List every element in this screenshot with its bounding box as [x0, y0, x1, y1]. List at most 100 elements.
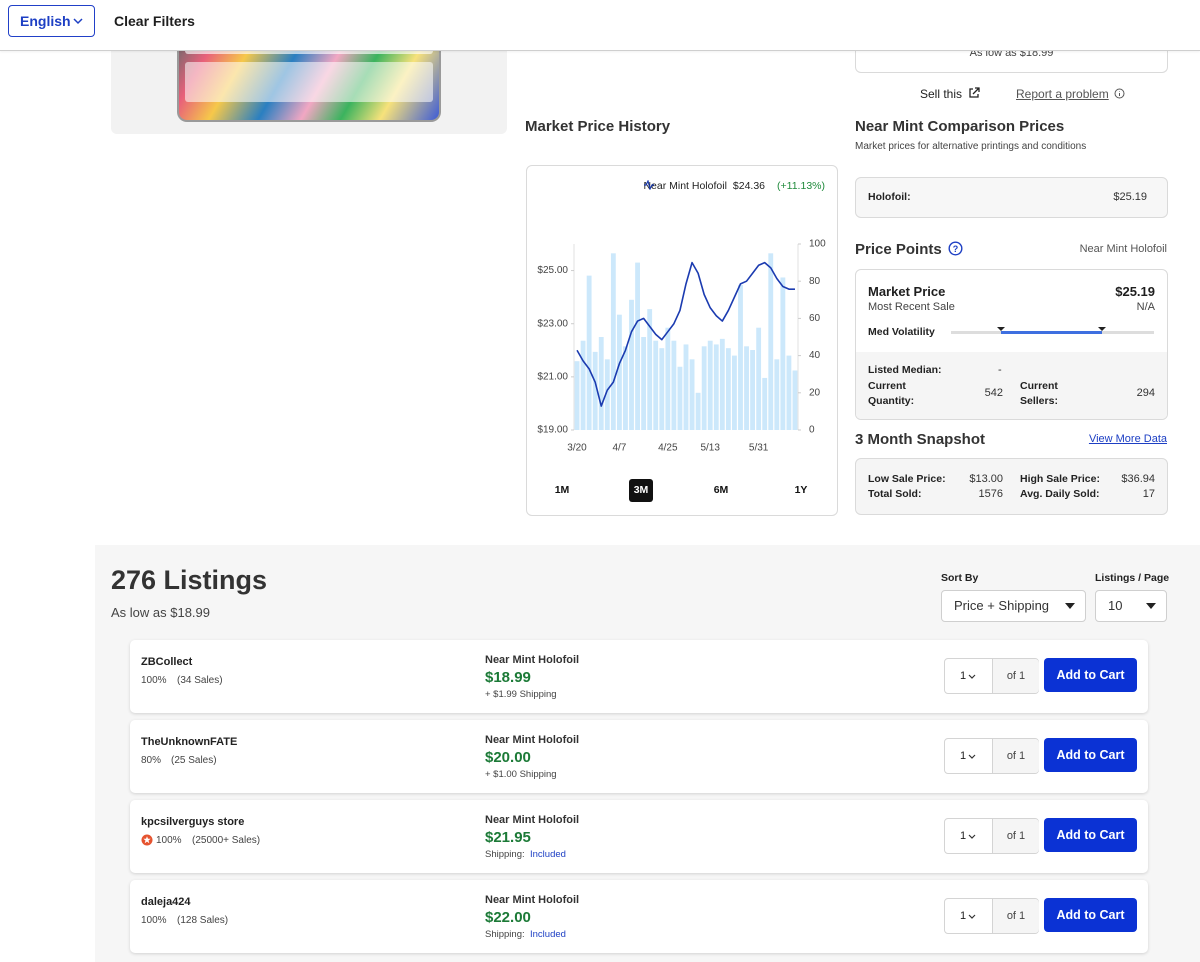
add-to-cart[interactable]: Add to Cart	[1044, 658, 1137, 692]
language: English	[20, 13, 71, 29]
per-page-value: 10	[1108, 598, 1123, 613]
listing-row: TheUnknownFATE 80% (25 Sales) Near Mint Hol…	[130, 720, 1148, 793]
card-text	[185, 62, 433, 102]
market-price-label: Market Price	[868, 284, 946, 299]
shipping: + $1.99 Shipping	[485, 689, 557, 700]
price-line	[576, 261, 795, 407]
sales: (34 Sales)	[177, 675, 223, 686]
help-icon[interactable]: ?	[948, 241, 963, 256]
add-to-cart[interactable]: Add to Cart	[1044, 738, 1137, 772]
bar	[768, 253, 774, 430]
bar	[780, 277, 786, 430]
high-label: High Sale Price:	[1020, 473, 1100, 485]
listed-median-value: -	[998, 364, 1002, 376]
add-to-cart[interactable]: Add to Cart	[1044, 818, 1137, 852]
bar	[604, 359, 610, 430]
chevron-path	[968, 914, 976, 919]
quantity-value: 1	[960, 750, 967, 762]
bar	[671, 340, 677, 430]
bar	[665, 327, 671, 430]
sales: (25 Sales)	[171, 755, 217, 766]
bar	[774, 359, 780, 430]
chevron-path	[968, 754, 976, 759]
info-icon	[1114, 88, 1125, 99]
per-page-select[interactable]: 10	[1095, 590, 1167, 622]
x-tick-label: 4/7	[612, 443, 626, 454]
seller[interactable]: daleja424	[141, 896, 191, 908]
bar	[786, 355, 792, 430]
seller[interactable]: kpcsilverguys store	[141, 816, 245, 828]
sales: (25000+ Sales)	[192, 835, 261, 846]
add-to-cart[interactable]: Add to Cart	[1044, 898, 1137, 932]
y2-tick-label: 20	[809, 387, 821, 398]
quantity-of: of 1	[992, 899, 1039, 933]
shipping: Shipping:	[485, 929, 525, 940]
bar	[792, 370, 798, 430]
label: Holofoil:	[868, 191, 911, 203]
clear-filters[interactable]: Clear Filters	[114, 13, 195, 29]
bar	[701, 346, 707, 430]
bar	[592, 351, 598, 430]
chevron	[73, 18, 83, 25]
volatility-label: Med Volatility	[868, 326, 935, 338]
condition: Near Mint Holofoil	[1079, 243, 1167, 255]
price: $18.99	[485, 669, 531, 686]
as-low-as: As low as $18.99	[111, 605, 211, 620]
bar	[641, 337, 647, 430]
price: $22.00	[485, 909, 531, 926]
seller[interactable]: ZBCollect	[141, 656, 193, 668]
sell-this[interactable]: Sell this	[920, 87, 981, 101]
bar	[659, 348, 665, 430]
bar	[738, 284, 743, 430]
price-points-box: Market Price $25.19 Most Recent Sale N/A…	[855, 269, 1168, 420]
quantity-select[interactable]: 1 of 1	[944, 818, 1039, 854]
range-button[interactable]: 1Y	[794, 484, 808, 496]
sort-select[interactable]: Price + Shipping	[941, 590, 1086, 622]
comparison-box: Holofoil: $25.19	[855, 177, 1168, 218]
section-title: Near Mint Comparison Prices	[855, 118, 1065, 135]
report-problem[interactable]: Report a problem	[1016, 87, 1125, 101]
y-tick-label: $21.00	[537, 371, 568, 382]
bar	[629, 299, 634, 430]
bar	[707, 340, 713, 430]
stats-area	[856, 352, 1167, 419]
snapshot-box: Low Sale Price: $13.00 Total Sold: 1576 …	[855, 458, 1168, 515]
language-select[interactable]: English	[8, 5, 95, 37]
x-tick-label: 5/13	[700, 443, 720, 454]
listings-title: 276 Listings	[111, 565, 268, 595]
bar	[580, 340, 586, 430]
quantity-select[interactable]: 1 of 1	[944, 898, 1039, 934]
legend: Near Mint Holofoil $24.36 (+11.13%)	[643, 180, 825, 192]
low-label: Low Sale Price:	[868, 473, 946, 485]
rating: 100%	[141, 675, 167, 686]
quantity-value: 542	[984, 387, 1003, 399]
bar	[713, 344, 719, 430]
listings-section: 276 Listings As low as $18.99 Sort By Pr…	[95, 545, 1200, 962]
seller[interactable]: TheUnknownFATE	[141, 736, 238, 748]
seller-badge	[141, 834, 153, 846]
rating: 100%	[156, 835, 182, 846]
range-button[interactable]: 3M	[629, 479, 653, 502]
y-tick-label: $25.00	[537, 265, 568, 276]
bar	[598, 337, 604, 430]
bar	[677, 366, 683, 430]
shipping-included[interactable]: Included	[530, 849, 566, 860]
bar	[750, 350, 756, 430]
quantity-value: 1	[960, 670, 967, 682]
bar	[744, 346, 749, 430]
view-more[interactable]: View More Data	[1088, 433, 1167, 445]
quantity-select[interactable]: 1 of 1	[944, 658, 1039, 694]
range-button[interactable]: 6M	[713, 484, 729, 496]
listing-row: ZBCollect 100% (34 Sales) Near Mint Holofoi…	[130, 640, 1148, 713]
condition: Near Mint Holofoil	[485, 734, 580, 746]
shipping-included[interactable]: Included	[530, 929, 566, 940]
chevron	[968, 674, 976, 679]
condition: Near Mint Holofoil	[485, 654, 580, 666]
range-button[interactable]: 1M	[554, 484, 570, 496]
chevron-path	[968, 834, 976, 839]
chevron	[968, 914, 976, 919]
quantity-select[interactable]: 1 of 1	[944, 738, 1039, 774]
top-bar: English Clear Filters	[0, 0, 1200, 51]
total-label: Total Sold:	[868, 488, 922, 500]
rating: 100%	[141, 915, 167, 926]
